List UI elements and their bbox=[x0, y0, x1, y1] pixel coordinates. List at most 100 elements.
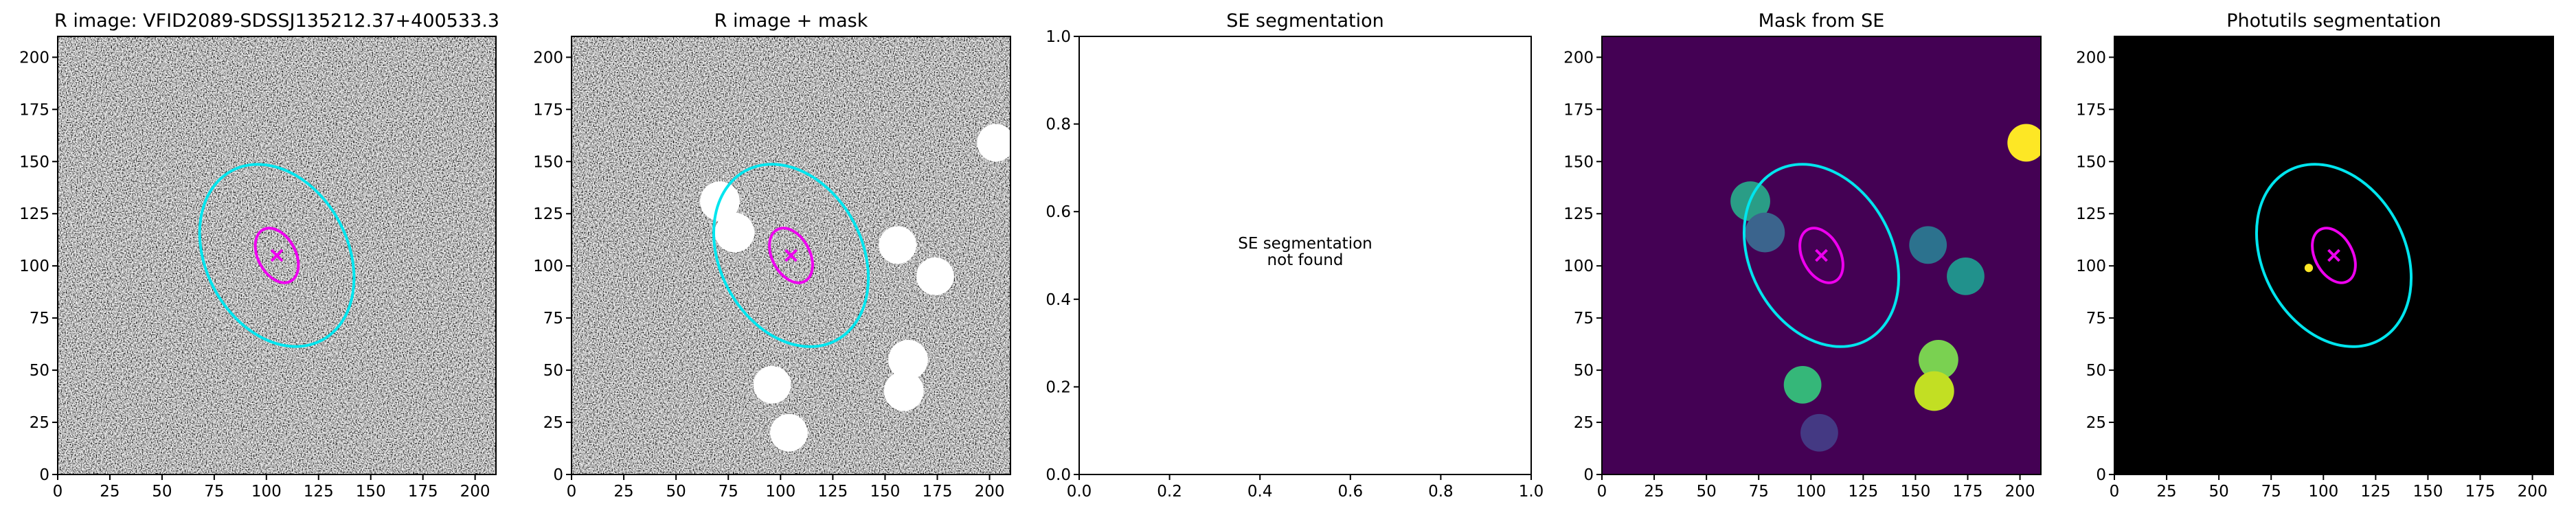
mask-region bbox=[2007, 124, 2041, 162]
y-tick-label: 50 bbox=[543, 362, 563, 380]
y-tick-label: 75 bbox=[543, 310, 563, 328]
y-tick-label: 0 bbox=[1583, 466, 1594, 484]
x-tick-label: 75 bbox=[1749, 483, 1769, 501]
y-tick-label: 50 bbox=[2086, 362, 2106, 380]
y-tick-label: 25 bbox=[543, 414, 563, 432]
y-tick-label: 125 bbox=[2076, 205, 2106, 223]
mask-region bbox=[1745, 212, 1785, 253]
panel: 0 25 50 75 100 125 150 175 200 0 25 50 75 100 125 150 17… bbox=[1563, 10, 2042, 501]
y-tick-label: 1.0 bbox=[1046, 28, 1071, 46]
y-tick-label: 150 bbox=[533, 153, 563, 171]
y-tick-label: 150 bbox=[1563, 153, 1594, 171]
x-tick-label: 175 bbox=[2465, 483, 2496, 501]
y-tick-label: 125 bbox=[533, 205, 563, 223]
x-tick-label: 50 bbox=[152, 483, 172, 501]
mask-region bbox=[883, 371, 924, 411]
mask-region bbox=[1800, 413, 1838, 452]
center-marker bbox=[784, 249, 798, 262]
aperture-ellipse bbox=[768, 227, 814, 284]
mask-region bbox=[916, 257, 954, 295]
x-tick-label: 125 bbox=[2360, 483, 2391, 501]
mask-region bbox=[1783, 365, 1822, 404]
y-tick-label: 0.4 bbox=[1046, 291, 1071, 309]
plot-area bbox=[2255, 163, 2413, 348]
aperture-ellipse bbox=[2255, 163, 2413, 348]
x-tick-label: 175 bbox=[408, 483, 438, 501]
x-tick-label: 150 bbox=[2413, 483, 2443, 501]
x-tick-label: 1.0 bbox=[1519, 483, 1544, 501]
y-tick-label: 200 bbox=[2076, 49, 2106, 67]
axes-frame bbox=[57, 36, 497, 475]
aperture-ellipse bbox=[1798, 227, 1844, 284]
x-tick-label: 75 bbox=[204, 483, 224, 501]
mask-region bbox=[1914, 371, 1954, 411]
x-tick-label: 0.0 bbox=[1067, 483, 1092, 501]
plot-area bbox=[58, 36, 496, 474]
y-tick-label: 0.0 bbox=[1046, 466, 1071, 484]
mask-region bbox=[714, 212, 755, 253]
mask-region bbox=[879, 226, 917, 264]
y-tick-label: 75 bbox=[1574, 310, 1594, 328]
x-tick-label: 0.6 bbox=[1338, 483, 1364, 501]
y-tick-label: 0 bbox=[2096, 466, 2106, 484]
x-tick-label: 0.4 bbox=[1247, 483, 1273, 501]
message: not found bbox=[1267, 251, 1344, 269]
y-tick-label: 100 bbox=[533, 258, 563, 275]
x-tick-label: 0.8 bbox=[1428, 483, 1454, 501]
y-tick-label: 0.6 bbox=[1046, 203, 1071, 221]
message: SE segmentation bbox=[1238, 235, 1372, 253]
x-tick-label: 25 bbox=[613, 483, 633, 501]
y-tick-label: 0.8 bbox=[1046, 116, 1071, 134]
x-tick-label: 100 bbox=[1796, 483, 1826, 501]
mask-region bbox=[888, 339, 928, 380]
y-tick-label: 175 bbox=[19, 101, 49, 119]
x-tick-label: 100 bbox=[2308, 483, 2338, 501]
axes-frame bbox=[1078, 36, 1532, 475]
center-marker bbox=[1815, 249, 1828, 262]
plot-area bbox=[572, 36, 1010, 474]
x-tick-label: 100 bbox=[251, 483, 282, 501]
mask-region bbox=[1909, 226, 1947, 264]
mask-region bbox=[2304, 264, 2314, 273]
x-tick-label: 75 bbox=[2261, 483, 2281, 501]
x-tick-label: 0 bbox=[1597, 483, 1607, 501]
y-tick-label: 175 bbox=[533, 101, 563, 119]
aperture-ellipse bbox=[198, 163, 356, 348]
mask-region bbox=[770, 413, 808, 452]
x-tick-label: 0 bbox=[2110, 483, 2120, 501]
y-tick-label: 200 bbox=[533, 49, 563, 67]
y-tick-label: 100 bbox=[1563, 258, 1594, 275]
plot-background bbox=[1079, 36, 1531, 474]
y-tick-label: 0 bbox=[39, 466, 49, 484]
x-tick-label: 25 bbox=[2156, 483, 2176, 501]
axes-frame bbox=[2114, 36, 2554, 475]
aperture-ellipse bbox=[712, 163, 870, 348]
panel-title: Photutils segmentation bbox=[2226, 10, 2441, 32]
y-tick-label: 100 bbox=[2076, 258, 2106, 275]
x-tick-label: 50 bbox=[666, 483, 686, 501]
center-marker bbox=[270, 249, 284, 262]
y-tick-label: 75 bbox=[2086, 310, 2106, 328]
y-tick-label: 75 bbox=[30, 310, 49, 328]
x-tick-label: 125 bbox=[817, 483, 848, 501]
x-tick-label: 0 bbox=[53, 483, 63, 501]
y-tick-label: 0.2 bbox=[1046, 378, 1071, 396]
axes-frame bbox=[1601, 36, 2042, 475]
mask-region bbox=[1947, 257, 1985, 295]
x-tick-label: 0.2 bbox=[1157, 483, 1182, 501]
center-marker bbox=[2327, 249, 2340, 262]
x-tick-label: 175 bbox=[1953, 483, 1983, 501]
mask-region bbox=[1918, 339, 1958, 380]
y-tick-label: 150 bbox=[2076, 153, 2106, 171]
panel-title: SE segmentation bbox=[1226, 10, 1383, 32]
panel: 0 25 50 75 100 125 150 175 200 0 25 50 75 100 125 150 17… bbox=[533, 10, 1011, 501]
y-tick-label: 150 bbox=[19, 153, 49, 171]
x-tick-label: 25 bbox=[100, 483, 120, 501]
y-tick-label: 125 bbox=[1563, 205, 1594, 223]
x-tick-label: 50 bbox=[1697, 483, 1717, 501]
panel-title: R image: VFID2089-SDSSJ135212.37+400533.… bbox=[54, 10, 499, 32]
x-tick-label: 75 bbox=[719, 483, 738, 501]
x-tick-label: 25 bbox=[1644, 483, 1664, 501]
aperture-ellipse bbox=[1742, 163, 1901, 348]
